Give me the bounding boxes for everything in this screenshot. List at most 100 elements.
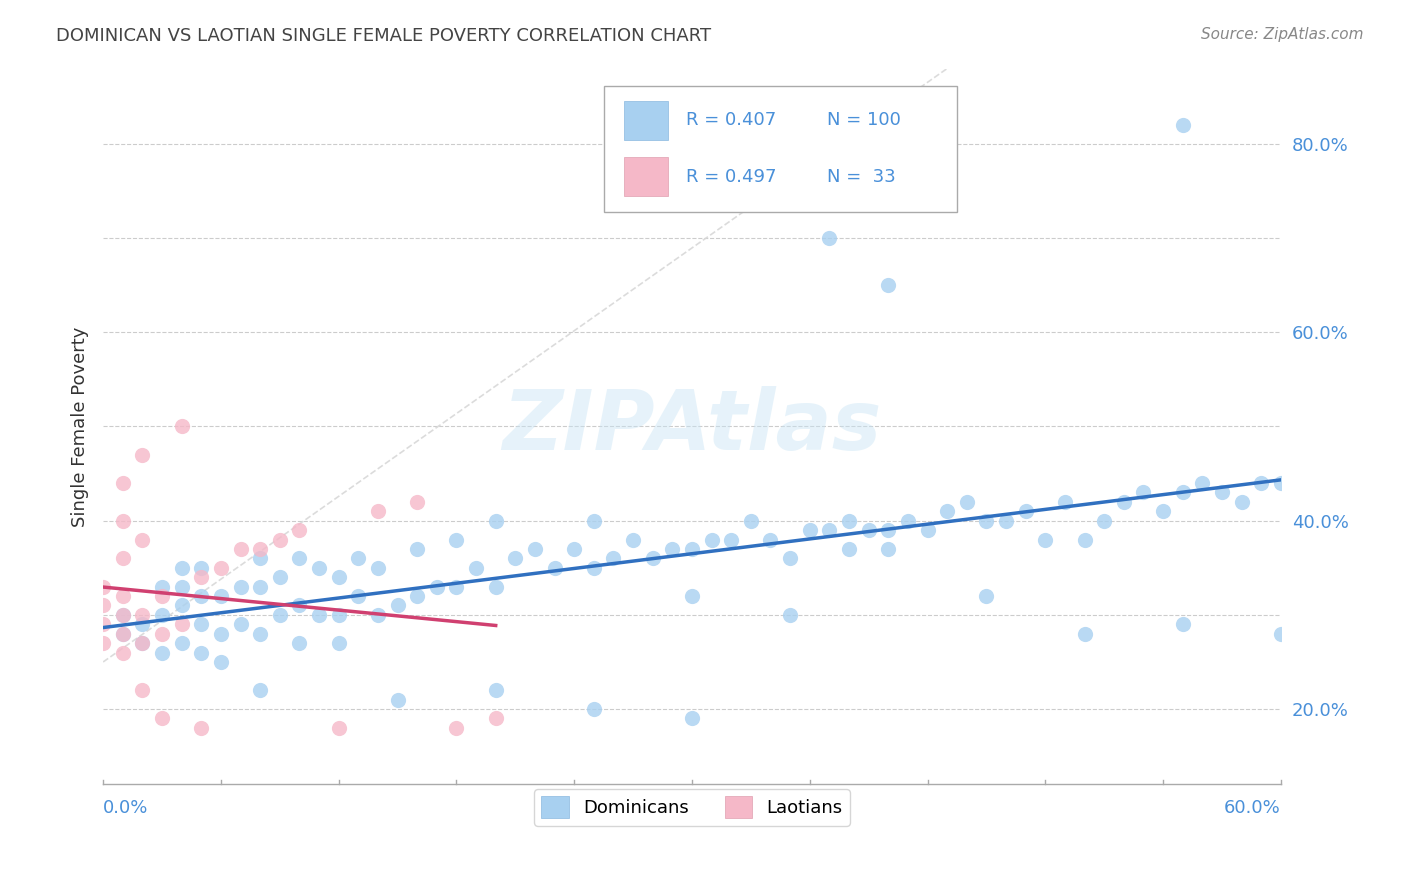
Point bbox=[1270, 626, 1292, 640]
Point bbox=[249, 580, 271, 594]
Point bbox=[328, 570, 350, 584]
Point bbox=[582, 514, 605, 528]
Point bbox=[387, 599, 409, 613]
Point bbox=[582, 702, 605, 716]
Point bbox=[681, 589, 703, 603]
Point bbox=[249, 551, 271, 566]
Point bbox=[641, 551, 664, 566]
Point bbox=[111, 626, 134, 640]
Point bbox=[818, 231, 841, 245]
Point bbox=[367, 504, 389, 518]
Point bbox=[150, 589, 173, 603]
Point bbox=[367, 561, 389, 575]
Point bbox=[347, 589, 370, 603]
Point bbox=[485, 711, 508, 725]
Point bbox=[838, 541, 860, 556]
Point bbox=[170, 599, 193, 613]
Point bbox=[877, 278, 900, 293]
Point bbox=[190, 617, 212, 632]
Point bbox=[209, 561, 232, 575]
Point bbox=[661, 541, 683, 556]
Point bbox=[111, 514, 134, 528]
Point bbox=[269, 607, 291, 622]
Text: Source: ZipAtlas.com: Source: ZipAtlas.com bbox=[1201, 27, 1364, 42]
Point bbox=[308, 607, 330, 622]
Point bbox=[170, 617, 193, 632]
Point bbox=[91, 617, 114, 632]
Point bbox=[485, 580, 508, 594]
Point bbox=[779, 551, 801, 566]
Point bbox=[505, 551, 527, 566]
Point bbox=[190, 721, 212, 735]
Point bbox=[249, 541, 271, 556]
Point bbox=[387, 692, 409, 706]
Point bbox=[995, 514, 1018, 528]
Point bbox=[269, 533, 291, 547]
Point bbox=[720, 533, 742, 547]
Point bbox=[897, 514, 920, 528]
Point bbox=[111, 589, 134, 603]
Point bbox=[209, 589, 232, 603]
Point bbox=[91, 599, 114, 613]
Point bbox=[917, 523, 939, 537]
Point bbox=[111, 626, 134, 640]
Point bbox=[956, 495, 979, 509]
Point bbox=[406, 589, 429, 603]
FancyBboxPatch shape bbox=[624, 157, 668, 196]
Point bbox=[150, 580, 173, 594]
Point bbox=[229, 541, 252, 556]
Point bbox=[131, 636, 153, 650]
Point bbox=[1211, 485, 1233, 500]
Point bbox=[485, 683, 508, 698]
Point bbox=[150, 626, 173, 640]
Point bbox=[485, 514, 508, 528]
Point bbox=[111, 551, 134, 566]
Point bbox=[779, 607, 801, 622]
Point bbox=[131, 607, 153, 622]
Point bbox=[308, 561, 330, 575]
Point bbox=[406, 495, 429, 509]
Point bbox=[111, 475, 134, 490]
Text: R = 0.497: R = 0.497 bbox=[686, 169, 776, 186]
Point bbox=[131, 617, 153, 632]
Point bbox=[976, 514, 998, 528]
Point bbox=[170, 561, 193, 575]
Point bbox=[111, 607, 134, 622]
Point bbox=[190, 589, 212, 603]
Point bbox=[328, 721, 350, 735]
Point bbox=[131, 683, 153, 698]
Text: 0.0%: 0.0% bbox=[103, 798, 149, 817]
Point bbox=[877, 523, 900, 537]
Point bbox=[562, 541, 585, 556]
Point bbox=[170, 636, 193, 650]
Point bbox=[1073, 626, 1095, 640]
Point bbox=[91, 636, 114, 650]
Point bbox=[406, 541, 429, 556]
Point bbox=[1053, 495, 1076, 509]
Point bbox=[347, 551, 370, 566]
Point bbox=[740, 514, 762, 528]
Point bbox=[229, 617, 252, 632]
Text: 60.0%: 60.0% bbox=[1225, 798, 1281, 817]
Point bbox=[111, 607, 134, 622]
Point bbox=[1092, 514, 1115, 528]
Point bbox=[170, 580, 193, 594]
Point bbox=[131, 448, 153, 462]
Point bbox=[1191, 475, 1213, 490]
Point bbox=[681, 541, 703, 556]
Point bbox=[877, 541, 900, 556]
Point bbox=[446, 721, 468, 735]
FancyBboxPatch shape bbox=[603, 87, 957, 211]
Point bbox=[976, 589, 998, 603]
Point bbox=[190, 570, 212, 584]
Legend: Dominicans, Laotians: Dominicans, Laotians bbox=[534, 789, 849, 825]
Point bbox=[1073, 533, 1095, 547]
Point bbox=[131, 533, 153, 547]
Point bbox=[759, 533, 782, 547]
Point bbox=[465, 561, 488, 575]
Point bbox=[523, 541, 546, 556]
Text: N =  33: N = 33 bbox=[827, 169, 896, 186]
FancyBboxPatch shape bbox=[624, 101, 668, 140]
Text: DOMINICAN VS LAOTIAN SINGLE FEMALE POVERTY CORRELATION CHART: DOMINICAN VS LAOTIAN SINGLE FEMALE POVER… bbox=[56, 27, 711, 45]
Point bbox=[209, 655, 232, 669]
